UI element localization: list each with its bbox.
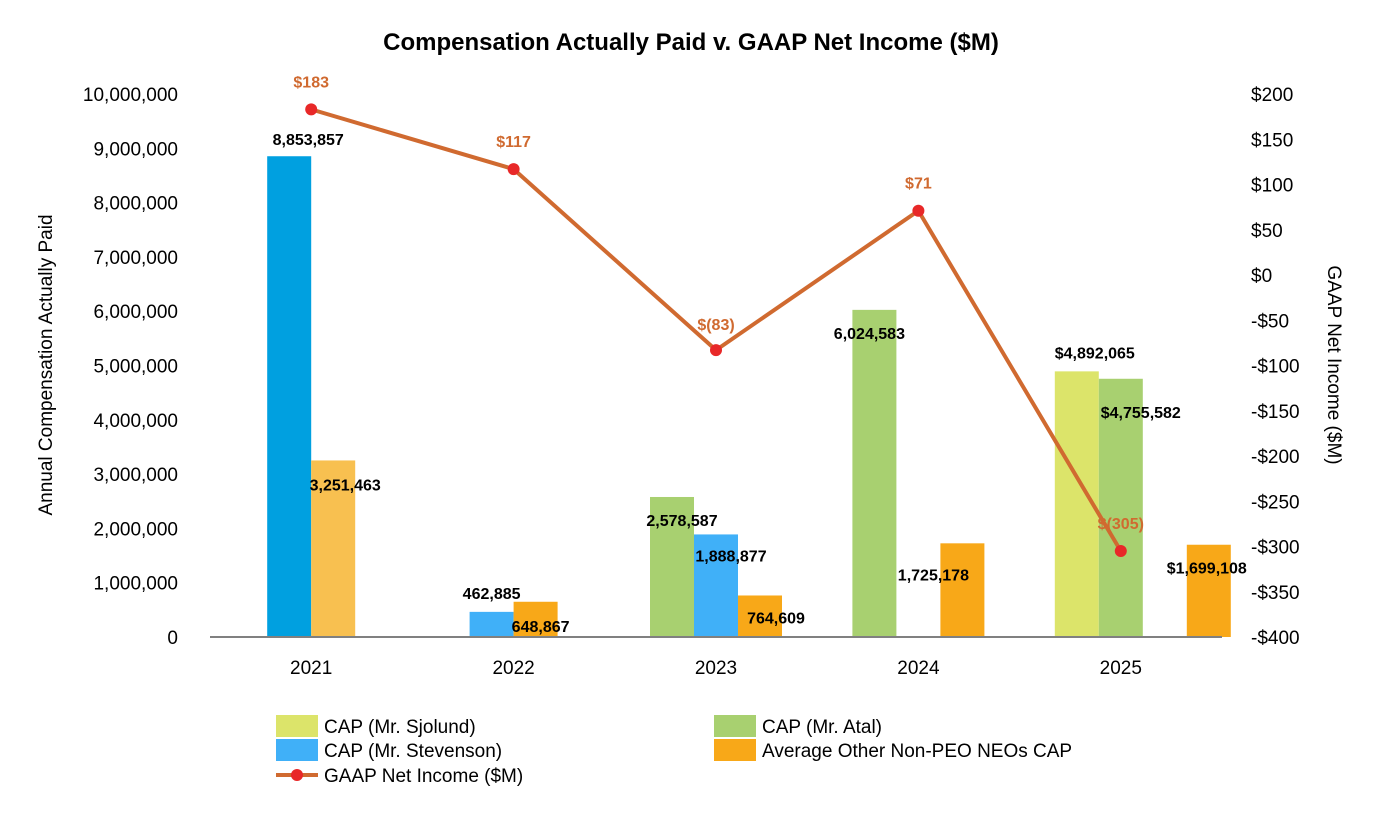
bar-2023-cap-mr-stevenson xyxy=(694,534,738,637)
bar-2023-cap-mr-atal xyxy=(650,496,694,637)
net-income-point xyxy=(710,344,722,357)
bar-2024-average-other-non-peo-neos-cap xyxy=(940,543,985,637)
legend-swatch xyxy=(714,739,756,761)
x-tick-label: 2024 xyxy=(897,658,940,679)
legend-label: CAP (Mr. Stevenson) xyxy=(324,741,502,762)
bar-2021-cap-mr-stevenson xyxy=(267,156,312,637)
bar-data-label: $1,699,108 xyxy=(1167,561,1247,578)
bar-data-label: 2,578,587 xyxy=(646,513,717,530)
bar-data-label: 1,888,877 xyxy=(695,548,766,565)
y2-tick-label: $50 xyxy=(1251,221,1283,242)
chart-title: Compensation Actually Paid v. GAAP Net I… xyxy=(383,29,999,56)
bar-data-label: 3,251,463 xyxy=(310,477,381,494)
y-tick-labels: 0 1,000,000 2,000,000 3,000,000 4,000,000 5,0… xyxy=(83,85,1300,649)
y2-tick-label: $0 xyxy=(1251,266,1272,287)
y2-axis-title: GAAP Net Income ($M) xyxy=(1323,265,1344,464)
bar-data-label: 462,885 xyxy=(463,586,521,603)
bar-2025-average-other-non-peo-neos-cap xyxy=(1186,544,1231,637)
legend-marker xyxy=(291,769,303,781)
x-tick-label: 2023 xyxy=(695,658,737,679)
y2-tick-label: -$200 xyxy=(1251,447,1300,468)
y-tick-label: 3,000,000 xyxy=(93,465,178,486)
y2-tick-label: $100 xyxy=(1251,176,1293,197)
y-tick-label: 4,000,000 xyxy=(93,411,178,432)
bar-data-label: $4,892,065 xyxy=(1055,345,1135,362)
bar-data-label: 1,725,178 xyxy=(898,567,969,584)
y-tick-label: 9,000,000 xyxy=(93,139,178,160)
legend-swatch xyxy=(276,715,318,737)
legend-label: CAP (Mr. Sjolund) xyxy=(324,717,476,738)
bar-data-label: 6,024,583 xyxy=(834,326,905,343)
net-income-point xyxy=(1114,545,1127,558)
y-tick-label: 7,000,000 xyxy=(93,248,178,269)
bar-2022-average-other-non-peo-neos-cap xyxy=(513,601,558,637)
x-tick-label: 2021 xyxy=(290,658,332,679)
legend-swatch xyxy=(276,739,318,761)
y2-tick-label: -$150 xyxy=(1251,402,1300,423)
bar-data-label: 648,867 xyxy=(512,619,570,636)
bar-2021-average-other-non-peo-neos-cap xyxy=(311,460,356,637)
legend-label: GAAP Net Income ($M) xyxy=(324,766,523,787)
bar-data-label: $4,755,582 xyxy=(1101,405,1181,422)
legend-label: CAP (Mr. Atal) xyxy=(762,717,882,738)
net-income-data-label: $71 xyxy=(905,176,932,193)
x-tick-label: 2025 xyxy=(1100,658,1142,679)
data-labels: 8,853,857 3,251,463 462,885 648,867 2,578,58… xyxy=(273,74,1247,635)
y-tick-label: 8,000,000 xyxy=(93,194,178,215)
legend: CAP (Mr. Sjolund) CAP (Mr. Atal) CAP (Mr. … xyxy=(276,715,1072,787)
y-tick-label: 10,000,000 xyxy=(83,85,178,106)
legend-label: Average Other Non-PEO NEOs CAP xyxy=(762,741,1072,762)
legend-swatch xyxy=(714,715,756,737)
net-income-point xyxy=(507,163,520,176)
y2-tick-label: -$350 xyxy=(1251,583,1300,604)
bar-2023-average-other-non-peo-neos-cap xyxy=(738,595,782,637)
y2-tick-label: -$50 xyxy=(1251,311,1289,332)
net-income-point xyxy=(912,204,925,217)
net-income-data-label: $(83) xyxy=(697,317,734,334)
y2-tick-label: -$300 xyxy=(1251,538,1300,559)
bar-data-label: 764,609 xyxy=(747,610,805,627)
bar-2025-cap-mr-atal xyxy=(1098,378,1143,637)
y-axis-title: Annual Compensation Actually Paid xyxy=(36,214,57,515)
axes: 2021 2022 2023 2024 2025 xyxy=(210,636,1222,679)
net-income-data-label: $117 xyxy=(496,134,531,151)
net-income-data-label: $183 xyxy=(293,74,329,91)
y2-tick-label: -$250 xyxy=(1251,492,1300,513)
net-income-line xyxy=(305,103,1127,558)
y-tick-label: 6,000,000 xyxy=(93,302,178,323)
y-tick-label: 2,000,000 xyxy=(93,519,178,540)
bar-2022-cap-mr-stevenson xyxy=(469,611,514,637)
y2-tick-label: -$100 xyxy=(1251,357,1300,378)
bar-2024-cap-mr-atal xyxy=(852,309,897,637)
y-tick-label: 0 xyxy=(167,628,178,649)
y-tick-label: 5,000,000 xyxy=(93,357,178,378)
y2-tick-label: -$400 xyxy=(1251,628,1300,649)
net-income-data-label: $(305) xyxy=(1098,516,1144,533)
y2-tick-label: $200 xyxy=(1251,85,1293,106)
x-tick-label: 2022 xyxy=(492,658,534,679)
y2-tick-label: $150 xyxy=(1251,130,1293,151)
bar-data-label: 8,853,857 xyxy=(273,132,344,149)
net-income-point xyxy=(305,103,318,116)
y-tick-label: 1,000,000 xyxy=(93,574,178,595)
